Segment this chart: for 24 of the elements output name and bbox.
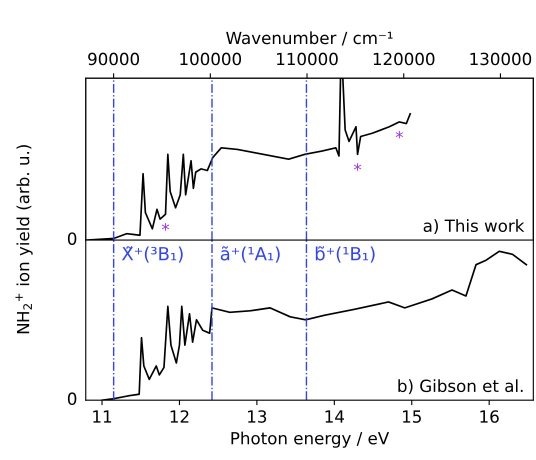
x2-tick-label: 90000 <box>88 52 140 66</box>
annotation: * <box>354 163 362 171</box>
x-tick-label: 13 <box>248 410 266 423</box>
x-tick-label: 16 <box>480 410 499 423</box>
annotation: a) This work <box>424 219 524 234</box>
x-tick-label: 12 <box>170 410 188 423</box>
x2-tick-label: 100000 <box>180 52 242 66</box>
x-tick-label: 14 <box>326 410 344 423</box>
ref-line-label: ã⁺(¹A₁) <box>220 246 280 263</box>
x-axis-title: Photon energy / eV <box>232 432 390 448</box>
annotation: * <box>396 130 404 138</box>
x2-tick-label: 110000 <box>277 52 338 66</box>
ref-line-label: b̃⁺(¹B₁) <box>316 246 375 263</box>
x-tick-label: 15 <box>402 410 421 423</box>
text: 0 <box>68 232 76 245</box>
ref-line-label: X̃⁺(³B₁) <box>122 246 183 263</box>
y-axis-title: NH$_{2}$$^{+}$ ion yield (arb. u.) <box>15 145 33 334</box>
annotation: * <box>162 223 170 231</box>
x2-tick-label: 130000 <box>470 52 532 66</box>
x2-tick-label: 120000 <box>374 52 434 66</box>
annotation: b) Gibson et al. <box>398 379 523 394</box>
x-tick-label: 11 <box>93 410 112 423</box>
x2-axis-title: Wavenumber / cm⁻¹ <box>226 31 393 46</box>
text: 0 <box>68 392 76 406</box>
